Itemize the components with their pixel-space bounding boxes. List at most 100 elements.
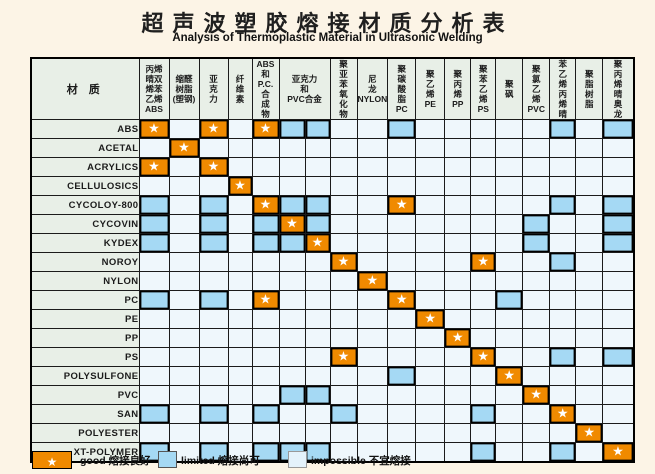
matrix-cell: ★: [198, 119, 229, 140]
matrix-cell: [329, 157, 358, 178]
matrix-cell: [602, 423, 635, 444]
matrix-cell: [444, 233, 472, 254]
matrix-cell: [575, 157, 604, 178]
row-label: POLYESTER: [30, 423, 140, 444]
matrix-cell: [495, 157, 524, 178]
matrix-cell: [470, 442, 497, 463]
legend-label-impossible: impossible 不宜熔接: [311, 455, 411, 467]
matrix-cell: [356, 195, 389, 216]
matrix-cell: [415, 214, 446, 235]
matrix-cell: [329, 233, 358, 254]
table-row-pp: PP ★: [30, 328, 635, 349]
matrix-cell: ★: [575, 423, 604, 444]
matrix-cell: [522, 214, 551, 235]
matrix-cell: [356, 423, 389, 444]
matrix-cell: [444, 157, 472, 178]
matrix-cell: ★: [278, 214, 306, 235]
matrix-cell: [168, 328, 200, 349]
row-label: NOROY: [30, 252, 140, 273]
matrix-cell: [304, 309, 331, 330]
row-label: ACRYLICS: [30, 157, 140, 178]
matrix-cell: [198, 423, 229, 444]
matrix-cell: ★: [387, 195, 417, 216]
star-icon: ★: [395, 291, 408, 307]
matrix-cell: [549, 366, 577, 387]
star-icon: ★: [530, 386, 543, 402]
matrix-cell: [168, 271, 200, 292]
matrix-cell: [387, 214, 417, 235]
matrix-cell: [387, 176, 417, 197]
matrix-cell: [444, 347, 472, 368]
matrix-cell: [575, 290, 604, 311]
matrix-cell: [415, 271, 446, 292]
matrix-cell: [304, 385, 331, 406]
matrix-cell: [251, 138, 280, 159]
matrix-cell: [602, 404, 635, 425]
row-label: ACETAL: [30, 138, 140, 159]
matrix-cell: [575, 119, 604, 140]
matrix-cell: [602, 157, 635, 178]
legend: ★ good 熔接良好 limited 熔接尚可 impossible 不宜熔接: [30, 450, 630, 472]
matrix-cell: [387, 119, 417, 140]
matrix-cell: [415, 195, 446, 216]
matrix-cell: [278, 290, 306, 311]
matrix-cell: ★: [251, 290, 280, 311]
matrix-cell: [415, 423, 446, 444]
page-title: 超声波塑胶熔接材质分析表: [141, 11, 514, 36]
matrix-cell: [470, 328, 497, 349]
matrix-cell: [278, 195, 306, 216]
matrix-cell: [251, 347, 280, 368]
matrix-cell: [251, 404, 280, 425]
column-header-4: ABS 和 P.C. 合 成 物: [251, 57, 280, 121]
matrix-cell: [227, 309, 253, 330]
star-icon: ★: [503, 367, 516, 383]
matrix-cell: [138, 233, 170, 254]
matrix-cell: [251, 271, 280, 292]
star-icon: ★: [583, 424, 596, 440]
matrix-cell: [304, 423, 331, 444]
legend-item-good: ★ good 熔接良好: [30, 450, 160, 470]
column-header-12: 聚 砜: [495, 57, 524, 121]
matrix-cell: [549, 442, 577, 463]
matrix-cell: ★: [522, 385, 551, 406]
table-row-pvc: PVC ★: [30, 385, 635, 406]
limited-swatch: [158, 451, 177, 468]
matrix-cell: [470, 138, 497, 159]
matrix-cell: [198, 176, 229, 197]
row-label: KYDEX: [30, 233, 140, 254]
star-icon: ★: [259, 196, 272, 212]
matrix-cell: [444, 271, 472, 292]
table-row-pe: PE ★: [30, 309, 635, 330]
matrix-cell: [329, 423, 358, 444]
matrix-cell: [495, 195, 524, 216]
row-label: ABS: [30, 119, 140, 140]
row-label: SAN: [30, 404, 140, 425]
matrix-cell: [278, 176, 306, 197]
legend-label-good: good 熔接良好: [80, 455, 151, 467]
matrix-cell: [278, 328, 306, 349]
star-icon: ★: [207, 158, 220, 174]
matrix-cell: [227, 290, 253, 311]
table-row-cycoloy-800: CYCOLOY-800 ★ ★: [30, 195, 635, 216]
impossible-swatch: [288, 451, 307, 468]
legend-item-limited: limited 熔接尚可: [158, 450, 283, 470]
matrix-cell: ★: [470, 252, 497, 273]
matrix-cell: [575, 176, 604, 197]
table-row-nylon: NYLON ★: [30, 271, 635, 292]
matrix-cell: [227, 252, 253, 273]
matrix-cell: [415, 252, 446, 273]
matrix-cell: [227, 385, 253, 406]
matrix-cell: [278, 233, 306, 254]
matrix-cell: [198, 290, 229, 311]
matrix-cell: [304, 176, 331, 197]
matrix-cell: [575, 195, 604, 216]
matrix-cell: [198, 328, 229, 349]
matrix-cell: [138, 252, 170, 273]
star-icon: ★: [259, 120, 272, 136]
matrix-cell: [549, 138, 577, 159]
matrix-cell: [522, 195, 551, 216]
matrix-cell: [549, 290, 577, 311]
matrix-cell: [168, 347, 200, 368]
matrix-cell: [522, 423, 551, 444]
